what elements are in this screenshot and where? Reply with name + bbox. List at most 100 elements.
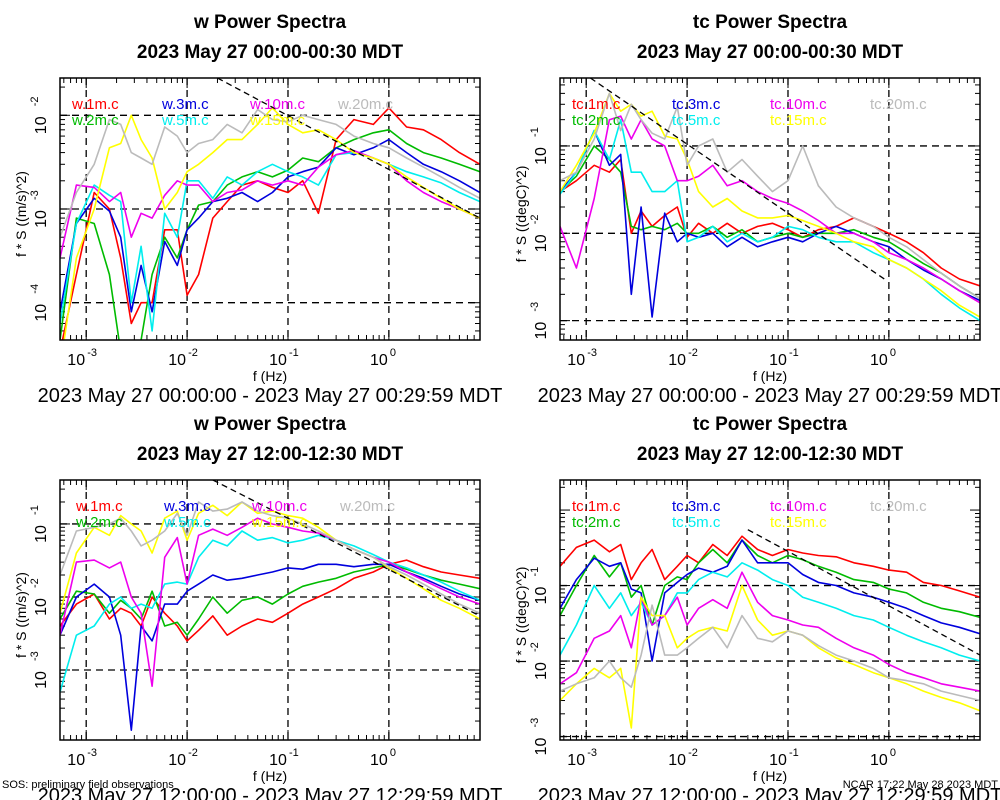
- legend-label: w.1m.c: [71, 96, 119, 113]
- legend-label: w.15m.c: [251, 514, 308, 531]
- y-tick-exponent: -2: [29, 578, 41, 588]
- x-axis-label: f (Hz): [253, 768, 287, 784]
- y-tick-label: 10: [33, 210, 50, 228]
- chart-subtitle: 2023 May 27 12:00-12:30 MDT: [137, 444, 404, 465]
- y-tick-exponent: -2: [29, 97, 41, 107]
- legend-label: w.2m.c: [75, 514, 123, 531]
- x-tick-label: 10: [370, 752, 388, 769]
- legend-label: w.2m.c: [71, 112, 119, 129]
- legend-label: tc.15m.c: [770, 112, 827, 129]
- x-tick-label: 10: [269, 352, 287, 369]
- series-line-w-20m-c: [60, 108, 480, 238]
- time-range-label: 2023 May 27 00:00:00 - 2023 May 27 00:29…: [38, 385, 503, 407]
- y-tick-label: 10: [533, 147, 550, 165]
- y-tick-exponent: -1: [29, 505, 41, 515]
- y-axis-label: f * S ((degC)^2): [513, 166, 529, 263]
- y-tick-label: 10: [533, 738, 550, 756]
- provenance-note: SOS: preliminary field observations: [2, 779, 174, 791]
- legend-label: tc.10m.c: [770, 96, 827, 113]
- series-line-w-10m-c: [60, 149, 480, 259]
- x-tick-exponent: -3: [87, 347, 97, 359]
- chart-title: w Power Spectra: [193, 414, 346, 435]
- y-axis-label: f * S ((degC)^2): [513, 567, 529, 664]
- x-tick-label: 10: [370, 352, 388, 369]
- y-tick-exponent: -3: [29, 190, 41, 200]
- y-tick-label: 10: [33, 304, 50, 322]
- series-line-w-10m-c: [60, 517, 480, 688]
- plot-frame: [59, 77, 481, 341]
- legend-label: tc.20m.c: [870, 96, 927, 113]
- legend-label: w.3m.c: [163, 498, 211, 515]
- y-tick-exponent: -2: [529, 642, 541, 652]
- legend-label: w.20m.c: [337, 96, 394, 113]
- chart-title: tc Power Spectra: [693, 12, 848, 33]
- series-line-tc-3m-c: [560, 129, 980, 318]
- legend-label: tc.2m.c: [572, 514, 621, 531]
- x-tick-exponent: -3: [87, 747, 97, 759]
- x-tick-label: 10: [67, 752, 85, 769]
- series-line-tc-5m-c: [560, 561, 980, 662]
- x-tick-label: 10: [567, 352, 585, 369]
- legend-label: w.1m.c: [75, 498, 123, 515]
- plot-frame: [559, 479, 981, 741]
- x-tick-label: 10: [168, 752, 186, 769]
- x-tick-exponent: 0: [390, 347, 396, 359]
- x-tick-exponent: -1: [289, 347, 299, 359]
- series-group: [560, 78, 980, 322]
- y-tick-label: 10: [533, 587, 550, 605]
- legend-label: w.5m.c: [163, 514, 211, 531]
- generated-timestamp: NCAR 17:22 May 28 2023 MDT: [843, 779, 999, 791]
- legend-label: w.20m.c: [339, 498, 396, 515]
- x-tick-exponent: -1: [289, 747, 299, 759]
- y-tick-label: 10: [533, 662, 550, 680]
- legend-label: tc.5m.c: [672, 112, 721, 129]
- legend-label: w.10m.c: [251, 498, 308, 515]
- series-line-tc-20m-c: [560, 604, 980, 702]
- time-range-label: 2023 May 27 12:00:00 - 2023 May 27 12:29…: [538, 785, 1000, 800]
- series-line-w-2m-c: [60, 129, 480, 340]
- y-tick-label: 10: [33, 116, 50, 134]
- x-axis-label: f (Hz): [753, 768, 787, 784]
- legend-label: tc.1m.c: [572, 96, 621, 113]
- series-line-w-15m-c: [63, 107, 480, 340]
- y-tick-exponent: -3: [529, 718, 541, 728]
- series-line-w-1m-c: [60, 559, 480, 642]
- series-line-w-5m-c: [60, 151, 480, 332]
- series-line-tc-2m-c: [560, 145, 980, 299]
- x-tick-exponent: -2: [188, 347, 198, 359]
- x-tick-label: 10: [668, 752, 686, 769]
- y-tick-exponent: -3: [529, 302, 541, 312]
- series-line-tc-15m-c: [560, 92, 980, 318]
- plot-frame: [59, 479, 481, 741]
- y-tick-exponent: -2: [529, 215, 541, 225]
- x-tick-label: 10: [567, 752, 585, 769]
- x-tick-exponent: -2: [188, 747, 198, 759]
- x-tick-label: 10: [769, 352, 787, 369]
- legend-label: w.3m.c: [161, 96, 209, 113]
- series-line-w-3m-c: [60, 563, 480, 732]
- y-axis-label: f * S ((m/s)^2): [13, 171, 29, 257]
- y-tick-label: 10: [33, 598, 50, 616]
- reference-slope-line: [747, 529, 980, 656]
- series-line-tc-1m-c: [560, 535, 980, 598]
- series-group: [60, 480, 480, 732]
- x-tick-label: 10: [769, 752, 787, 769]
- plot-frame: [559, 77, 981, 341]
- y-tick-label: 10: [533, 234, 550, 252]
- chart-subtitle: 2023 May 27 12:00-12:30 MDT: [637, 444, 904, 465]
- series-group: [60, 78, 480, 340]
- spectra-panel-1: w Power Spectra 2023 May 27 00:00-00:30 M…: [13, 12, 502, 407]
- legend-label: tc.1m.c: [572, 498, 621, 515]
- series-line-tc-15m-c: [560, 584, 980, 729]
- x-tick-exponent: -3: [587, 347, 597, 359]
- legend-label: w.5m.c: [161, 112, 209, 129]
- x-tick-label: 10: [870, 352, 888, 369]
- x-tick-exponent: -2: [688, 747, 698, 759]
- legend-label: w.15m.c: [249, 112, 306, 129]
- x-tick-label: 10: [870, 752, 888, 769]
- x-tick-exponent: -2: [688, 347, 698, 359]
- x-axis-label: f (Hz): [753, 368, 787, 384]
- y-tick-exponent: -1: [529, 127, 541, 137]
- x-tick-exponent: -1: [789, 747, 799, 759]
